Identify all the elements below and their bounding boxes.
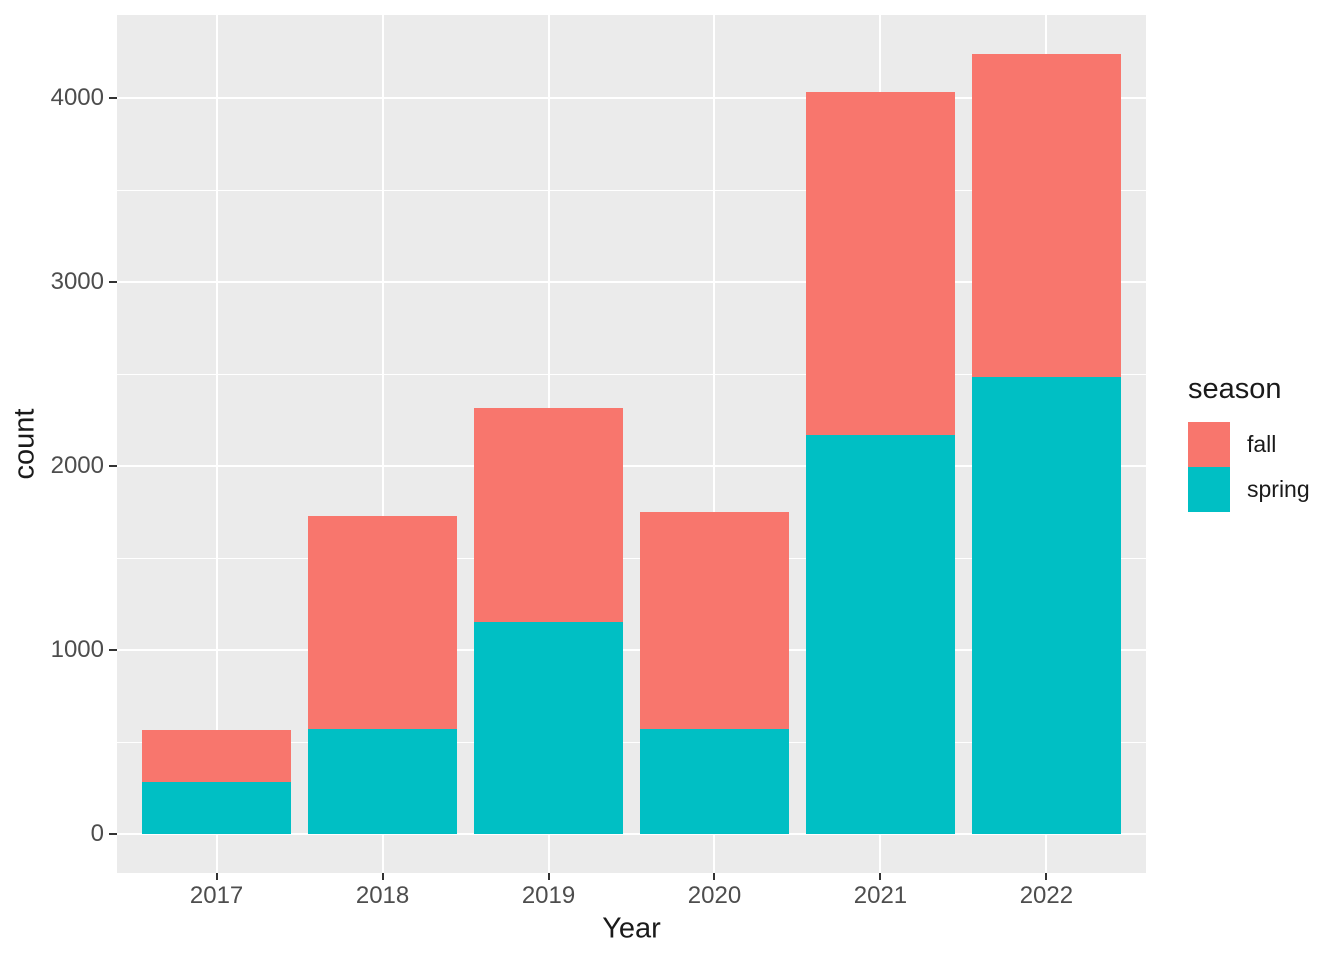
x-tick-label-2019: 2019	[521, 882, 576, 909]
x-tick-mark-2022	[1045, 873, 1048, 880]
legend-title: season	[1188, 373, 1282, 405]
bar-segment-spring-2017	[142, 781, 292, 834]
x-tick-mark-2017	[215, 873, 218, 880]
legend-item-spring: spring	[1188, 467, 1310, 512]
bar-segment-fall-2020	[639, 512, 789, 730]
bar-segment-fall-2022	[971, 54, 1121, 377]
bar-segment-spring-2018	[308, 729, 458, 834]
x-tick-label-2018: 2018	[355, 882, 410, 909]
bar-segment-fall-2021	[805, 91, 955, 435]
legend-swatch-fall	[1188, 422, 1230, 467]
gridline-major-x-2018	[381, 15, 384, 873]
y-tick-mark-4000	[109, 97, 117, 100]
bar-segment-fall-2017	[142, 730, 292, 782]
y-tick-label-1000: 1000	[50, 636, 104, 664]
bar-segment-spring-2019	[474, 621, 624, 834]
legend-swatch-spring	[1188, 467, 1230, 512]
y-tick-mark-1000	[109, 649, 117, 652]
bar-segment-spring-2020	[639, 729, 789, 834]
x-tick-label-2017: 2017	[189, 882, 244, 909]
x-tick-mark-2018	[381, 873, 384, 880]
x-tick-label-2021: 2021	[853, 882, 908, 909]
legend-item-fall: fall	[1188, 422, 1310, 467]
gridline-major-y-1000	[117, 649, 1146, 652]
gridline-major-y-2000	[117, 465, 1146, 468]
bar-segment-spring-2021	[805, 434, 955, 834]
gridline-major-x-2017	[215, 15, 218, 873]
x-axis-title: Year	[602, 912, 661, 945]
legend-label-fall: fall	[1247, 431, 1277, 457]
y-axis-title: count	[8, 408, 41, 480]
gridline-minor-y-1500	[117, 557, 1146, 559]
gridline-minor-y-3500	[117, 189, 1146, 191]
bar-segment-spring-2022	[971, 376, 1121, 834]
bar-segment-fall-2018	[308, 515, 458, 730]
y-tick-mark-2000	[109, 465, 117, 468]
gridline-major-x-2020	[713, 15, 716, 873]
y-tick-label-2000: 2000	[50, 452, 104, 480]
bar-segment-fall-2019	[474, 408, 624, 622]
x-tick-mark-2020	[713, 873, 716, 880]
gridline-minor-y-2500	[117, 373, 1146, 375]
y-tick-mark-3000	[109, 281, 117, 284]
gridline-major-y-3000	[117, 281, 1146, 284]
x-tick-label-2020: 2020	[687, 882, 742, 909]
y-tick-label-4000: 4000	[50, 84, 104, 112]
y-tick-label-0: 0	[90, 820, 104, 847]
x-tick-mark-2021	[879, 873, 882, 880]
y-tick-label-3000: 3000	[50, 268, 104, 296]
legend-label-spring: spring	[1247, 476, 1310, 502]
x-tick-label-2022: 2022	[1019, 882, 1074, 909]
gridline-major-y-4000	[117, 97, 1146, 100]
x-tick-mark-2019	[547, 873, 550, 880]
legend: season fall spring	[1188, 375, 1310, 512]
gridline-major-y-0	[117, 833, 1146, 835]
gridline-minor-y-500	[117, 741, 1146, 743]
y-tick-mark-0	[109, 833, 117, 835]
